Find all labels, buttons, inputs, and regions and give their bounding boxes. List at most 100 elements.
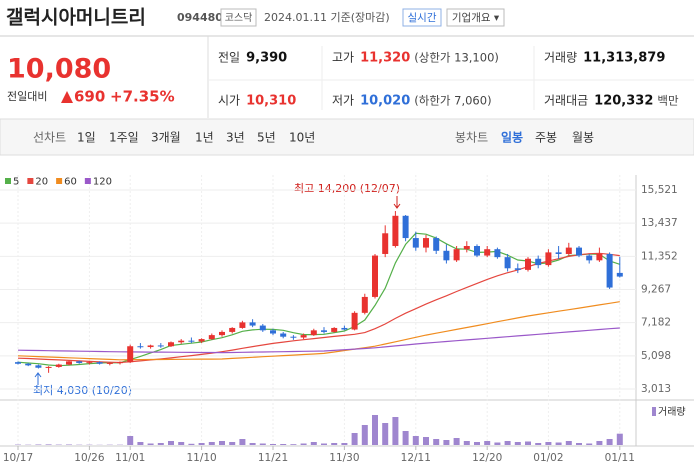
candle-body — [606, 253, 613, 288]
volume-bar — [310, 442, 317, 445]
annotation-arrow — [34, 372, 42, 385]
candle-body — [596, 253, 603, 261]
volume-bar — [412, 436, 419, 445]
legend-label: 거래량 — [658, 406, 686, 418]
company-button[interactable] — [446, 8, 505, 27]
tab[interactable]: 월봉 — [572, 131, 594, 145]
volume-bar — [280, 444, 287, 445]
volume-bar — [198, 443, 205, 445]
tab[interactable]: 5년 — [257, 131, 276, 145]
volume-bar — [514, 442, 521, 445]
realtime-button[interactable] — [402, 8, 442, 27]
candle-body — [565, 247, 572, 254]
candle-body — [453, 249, 460, 261]
candle-body — [25, 363, 32, 366]
chart: 3,013 5,098 7,182 9,267 11,352 13,437 15,521 10… — [0, 175, 694, 464]
candle-body — [106, 362, 113, 364]
candle-body — [280, 333, 287, 337]
x-tick-label: 01/11 — [605, 452, 635, 464]
y-tick-label: 9,267 — [641, 283, 671, 295]
candle-body — [514, 268, 521, 270]
tab[interactable]: 1일 — [77, 131, 96, 145]
quote-note: (상한가 13,100) — [414, 51, 499, 65]
quote-label: 거래대금 — [544, 94, 588, 108]
volume-bar — [463, 441, 470, 445]
quote-value: 10,310 — [246, 94, 296, 109]
candle-body — [259, 325, 266, 331]
y-tick-label: 15,521 — [641, 184, 678, 196]
realtime[interactable]: 실시간 — [408, 12, 437, 24]
candle-body — [576, 247, 582, 256]
volume-bar — [616, 433, 623, 445]
volume-bar — [361, 425, 368, 445]
legend-label: 120 — [93, 177, 112, 188]
change: 690 — [74, 88, 105, 106]
volume-bar — [219, 441, 225, 445]
legend-label: 20 — [35, 177, 48, 188]
legend-swatch — [27, 178, 34, 184]
legend-swatch — [652, 407, 656, 416]
tab[interactable]: 주봉 — [535, 131, 557, 145]
volume-bar — [249, 443, 256, 445]
volume-bar — [331, 443, 338, 445]
legend-label: 60 — [64, 177, 77, 188]
tab[interactable]: 10년 — [289, 131, 315, 145]
volume-bar — [208, 442, 215, 445]
quote-value: 11,313,879 — [583, 51, 665, 66]
volume-bar — [545, 442, 552, 445]
volume-bar — [392, 417, 399, 445]
candle-body — [45, 366, 52, 368]
tab[interactable]: 일봉 — [501, 131, 523, 145]
annotation-arrow — [393, 196, 401, 209]
candle-body — [35, 365, 42, 368]
candle-body — [535, 258, 542, 266]
candle-body — [290, 336, 297, 338]
volume-bar — [45, 444, 52, 445]
tab[interactable]: 3개월 — [151, 131, 181, 145]
tab[interactable]: 1주일 — [109, 131, 139, 145]
candle-body — [137, 346, 144, 348]
volume-bar — [443, 440, 450, 445]
candle-body — [433, 238, 440, 251]
quote-note: 백만 — [657, 94, 679, 108]
quote-value: 120,332 — [594, 94, 653, 109]
tab[interactable]: 3년 — [226, 131, 245, 145]
change-pct: +7.35% — [110, 88, 175, 106]
candle-body — [463, 246, 470, 250]
candle-body — [443, 250, 450, 261]
price: 10,080 — [7, 54, 111, 85]
volume-bar — [423, 437, 429, 445]
x-tick-label: 11/01 — [115, 452, 145, 464]
candle-body — [494, 249, 501, 258]
candle-body — [300, 335, 307, 338]
candle-body — [423, 238, 429, 248]
volume-bar — [565, 441, 572, 445]
tabs: 선차트 1일 1주일 3개월 1년 3년 5년 10년 봉차트 일봉 주봉 월봉 — [33, 131, 594, 145]
company[interactable]: 기업개요 ▾ — [452, 11, 500, 24]
candle-body — [555, 252, 562, 254]
tab-bar — [0, 118, 694, 156]
volume-bar — [290, 444, 297, 445]
volume-bar — [453, 438, 460, 445]
candle-body — [168, 342, 174, 347]
legend-label: 5 — [13, 177, 19, 188]
y-tick-label: 13,437 — [641, 217, 678, 229]
candle-body — [392, 215, 399, 247]
y-tick-label: 11,352 — [641, 250, 678, 262]
ma-line — [17, 327, 620, 354]
tab[interactable]: 1년 — [195, 131, 214, 145]
market-badge — [220, 8, 257, 27]
volume-bar — [178, 442, 185, 445]
volume-bar — [474, 442, 480, 445]
candle-body — [188, 340, 195, 342]
x-tick-label: 10/26 — [74, 452, 105, 464]
volume-bar — [504, 441, 511, 445]
candle-body — [484, 249, 491, 256]
candle-body — [229, 327, 236, 332]
quote-label: 고가 — [332, 51, 354, 65]
candle-body — [127, 346, 134, 363]
volume-bar — [188, 443, 195, 445]
volume-bar — [576, 443, 582, 445]
candle-body — [66, 361, 72, 365]
